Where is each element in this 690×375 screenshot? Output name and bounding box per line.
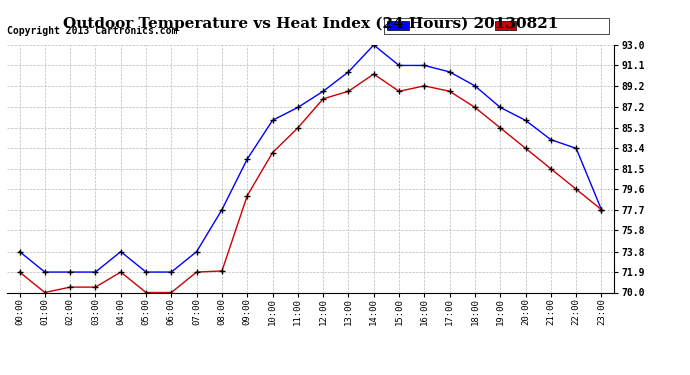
Legend: Heat Index  (°F), Temperature  (°F): Heat Index (°F), Temperature (°F) bbox=[384, 18, 609, 33]
Text: Outdoor Temperature vs Heat Index (24 Hours) 20130821: Outdoor Temperature vs Heat Index (24 Ho… bbox=[63, 17, 558, 31]
Text: Copyright 2013 Cartronics.com: Copyright 2013 Cartronics.com bbox=[7, 26, 177, 36]
